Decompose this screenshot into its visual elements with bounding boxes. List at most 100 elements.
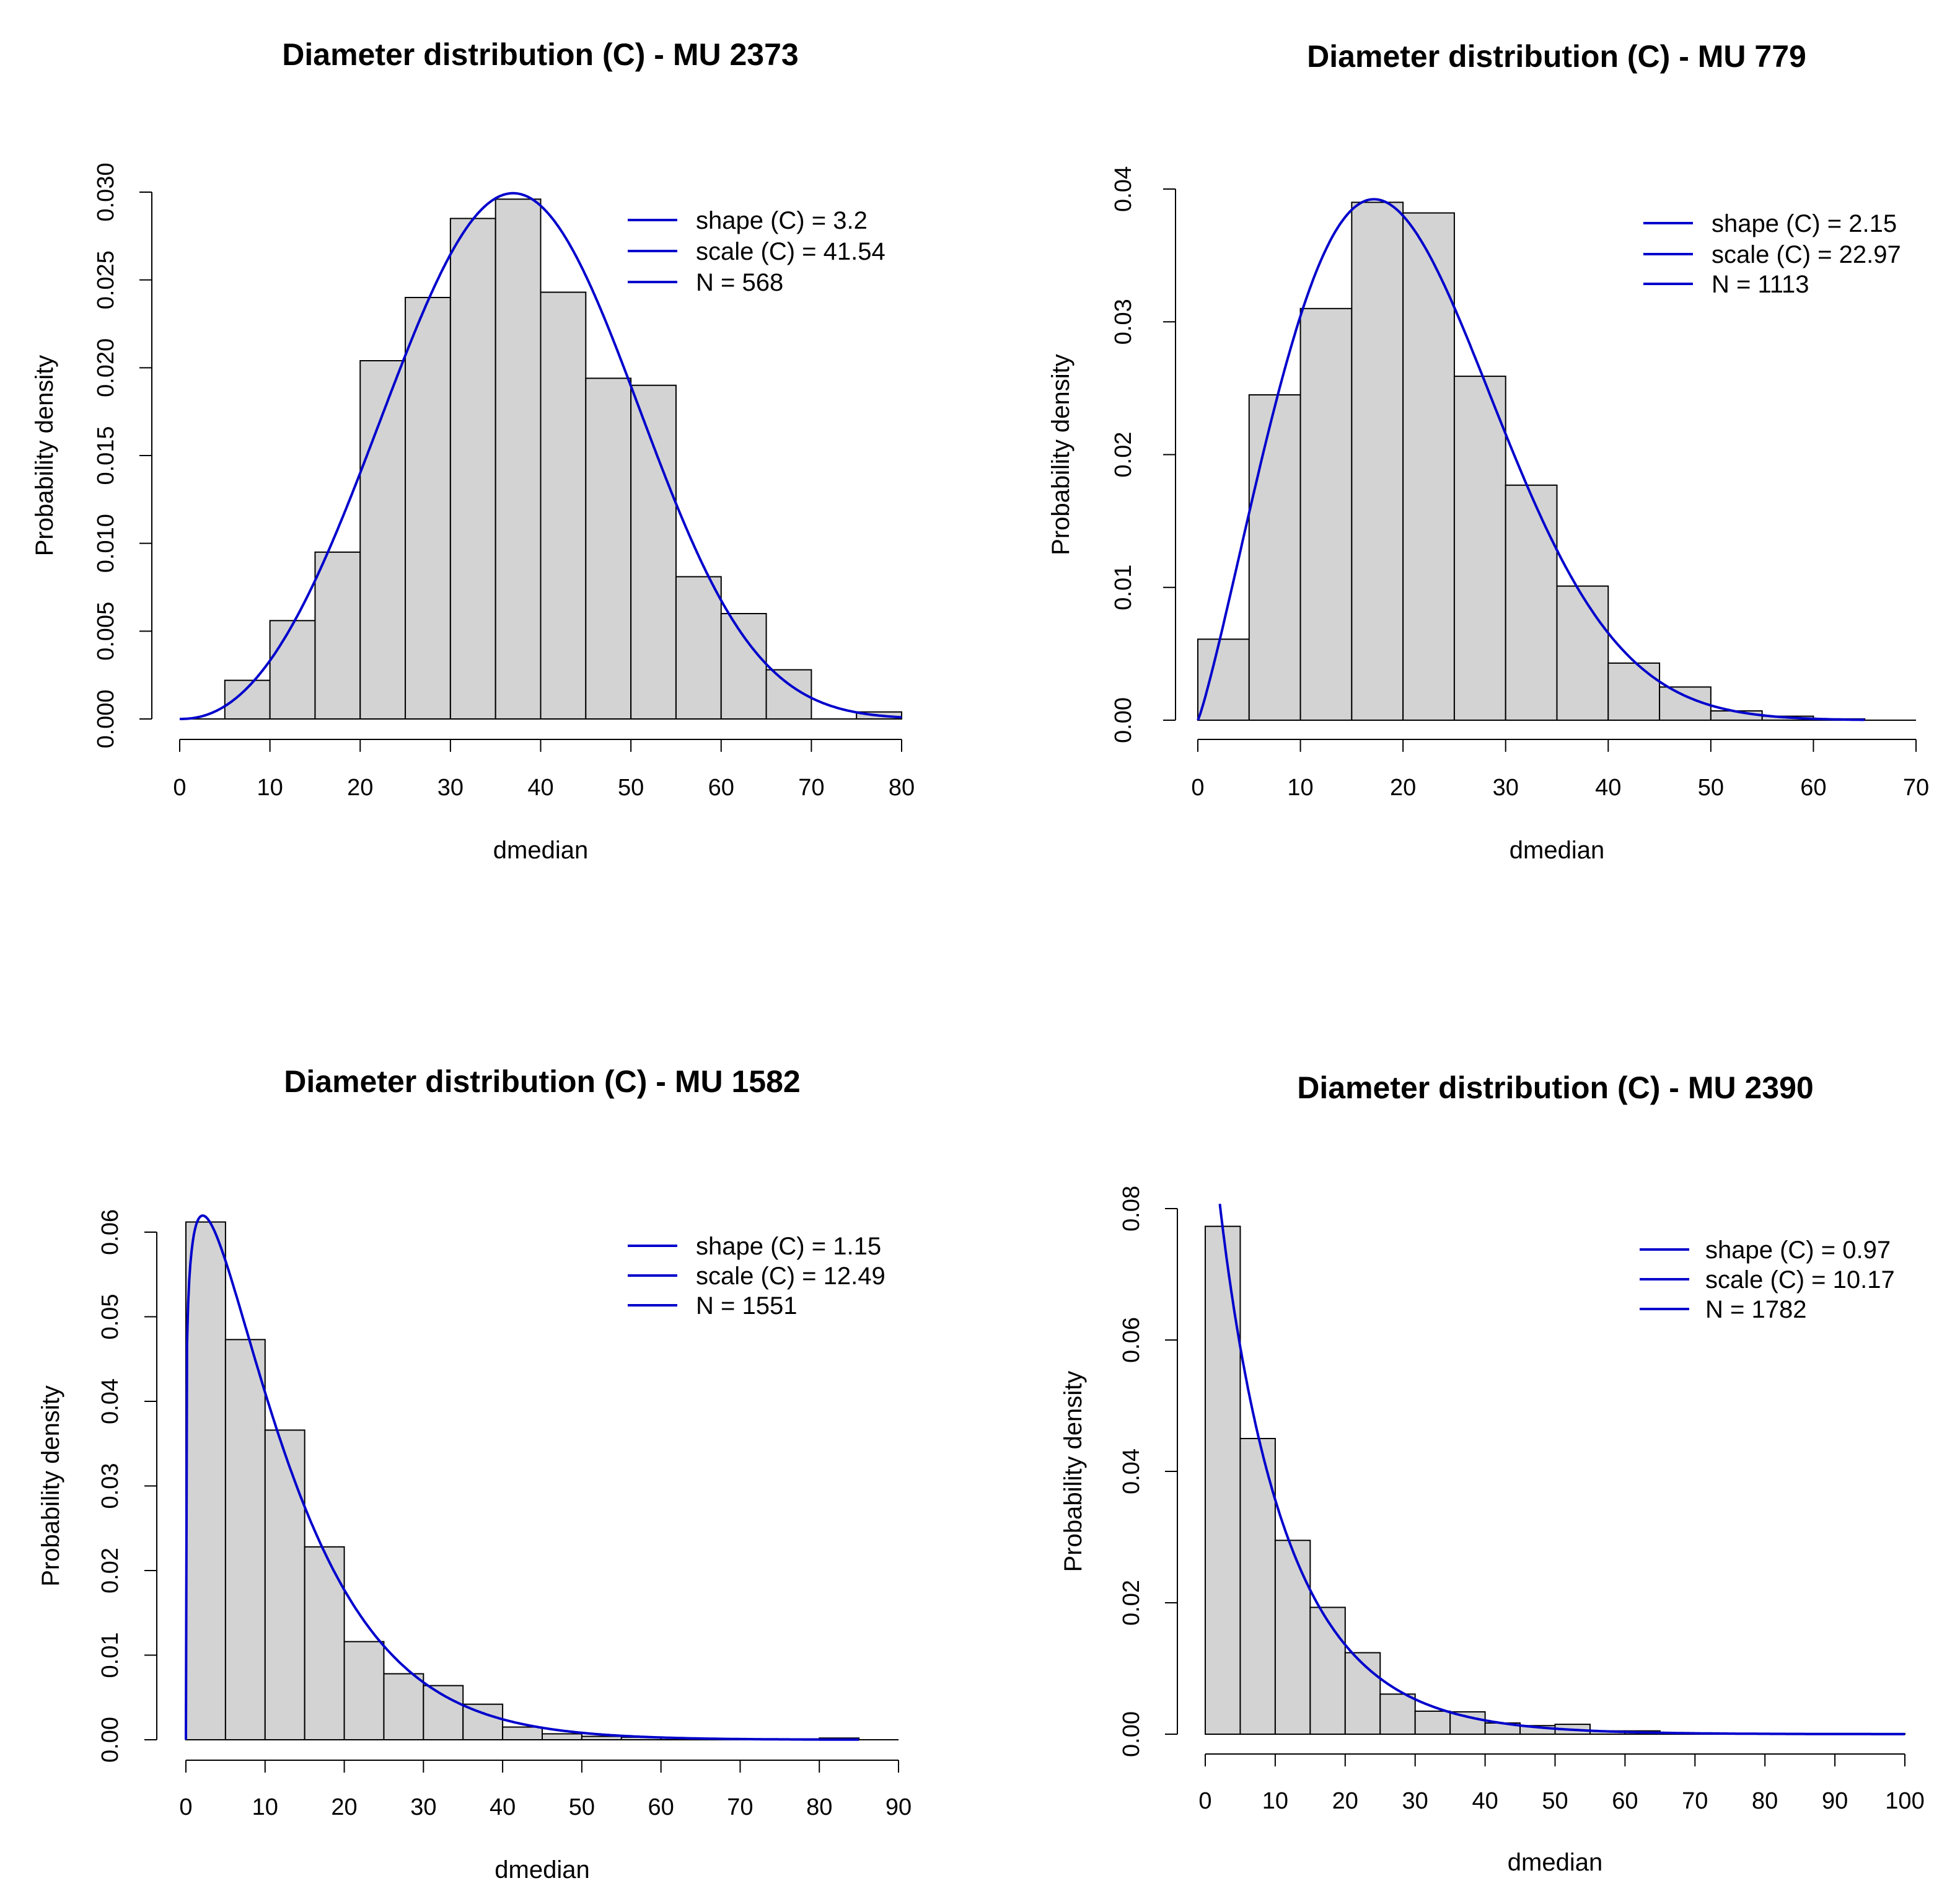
- x-tick-label: 60: [708, 775, 734, 801]
- histogram-bar: [502, 1726, 543, 1740]
- x-tick-label: 50: [1542, 1788, 1568, 1814]
- y-tick-label: 0.02: [1119, 1580, 1145, 1626]
- y-axis-title: Probability density: [1060, 1371, 1087, 1572]
- x-axis: 0 10 20 30 40 50 60 70 dmedian: [1191, 739, 1929, 864]
- x-tick-label: 60: [648, 1794, 674, 1820]
- x-tick-label: 20: [331, 1794, 357, 1820]
- y-tick-label: 0.03: [1110, 299, 1136, 345]
- histogram-bar: [1505, 484, 1558, 721]
- x-tick-label: 40: [527, 775, 553, 801]
- chart-title: Diameter distribution (C) - MU 2390: [1297, 1070, 1813, 1105]
- y-tick-label: 0.08: [1119, 1186, 1145, 1232]
- x-tick-label: 0: [173, 775, 186, 801]
- y-tick-label: 0.01: [97, 1633, 123, 1678]
- y-tick-label: 0.01: [1110, 565, 1136, 610]
- y-axis: 0.00 0.01 0.02 0.03 0.04 Probability density: [1047, 166, 1176, 743]
- y-tick-label: 0.06: [97, 1209, 123, 1255]
- x-tick-label: 50: [1698, 775, 1724, 801]
- histogram-bar: [675, 576, 722, 720]
- chart-panel-4: Diameter distribution (C) - MU 2390 0 10 20…: [1060, 1070, 1925, 1876]
- histogram-bar: [359, 360, 407, 720]
- y-axis-title: Probability density: [37, 1385, 64, 1587]
- x-axis: 0 10 20 30 40 50 60 70 80 dmedian: [173, 739, 915, 864]
- legend-entry: shape (C) = 1.15: [696, 1233, 881, 1260]
- histogram-bar: [1344, 1652, 1381, 1735]
- x-tick-label: 70: [727, 1794, 753, 1820]
- x-tick-label: 80: [1752, 1788, 1778, 1814]
- x-tick-label: 80: [806, 1794, 832, 1820]
- y-tick-label: 0.00: [1119, 1711, 1145, 1757]
- histogram-bar: [449, 218, 496, 720]
- legend-entry: shape (C) = 0.97: [1705, 1236, 1891, 1264]
- histogram-bar: [1205, 1225, 1241, 1735]
- legend-entry: scale (C) = 22.97: [1712, 241, 1901, 268]
- y-tick-label: 0.000: [93, 689, 119, 748]
- x-tick-label: 20: [1390, 775, 1416, 801]
- x-tick-label: 30: [1402, 1788, 1428, 1814]
- x-tick-label: 30: [1493, 775, 1519, 801]
- x-tick-label: 90: [886, 1794, 912, 1820]
- histogram-bar: [630, 384, 677, 720]
- x-axis-title: dmedian: [1508, 1849, 1602, 1876]
- histogram-bar: [1309, 1606, 1346, 1735]
- y-tick-label: 0.010: [93, 514, 119, 573]
- x-tick-label: 10: [257, 775, 283, 801]
- x-tick-label: 30: [410, 1794, 436, 1820]
- legend-entry: shape (C) = 3.2: [696, 207, 868, 234]
- histogram-bar: [1402, 212, 1455, 721]
- y-tick-label: 0.00: [97, 1717, 123, 1763]
- x-tick-label: 40: [1595, 775, 1621, 801]
- chart-panel-3: Diameter distribution (C) - MU 1582 0 10 20…: [37, 1064, 912, 1884]
- x-axis-title: dmedian: [1510, 837, 1604, 864]
- histogram-bar: [269, 620, 316, 720]
- histogram-bar: [1197, 638, 1250, 721]
- histogram-bar: [720, 613, 767, 720]
- y-tick-label: 0.02: [1110, 432, 1136, 478]
- chart-title: Diameter distribution (C) - MU 779: [1307, 39, 1806, 74]
- x-tick-label: 20: [1332, 1788, 1358, 1814]
- legend-entry: N = 1551: [696, 1292, 797, 1320]
- y-axis-title: Probability density: [1047, 354, 1075, 555]
- histogram-bar: [1274, 1540, 1311, 1735]
- y-tick-label: 0.04: [1119, 1448, 1145, 1494]
- x-tick-label: 20: [347, 775, 373, 801]
- x-axis-title: dmedian: [493, 837, 588, 864]
- histogram-bar: [405, 297, 451, 720]
- chart-panel-2: Diameter distribution (C) - MU 779 0 10 20 3…: [1047, 39, 1929, 864]
- y-tick-label: 0.04: [1110, 166, 1136, 212]
- histogram-bar: [540, 291, 587, 720]
- legend: shape (C) = 2.15 scale (C) = 22.97 N = 111…: [1643, 210, 1901, 298]
- y-tick-label: 0.020: [93, 338, 119, 397]
- histogram-bar: [314, 551, 361, 720]
- y-tick-label: 0.005: [93, 602, 119, 661]
- y-axis-title: Probability density: [31, 355, 58, 557]
- y-tick-label: 0.02: [97, 1548, 123, 1593]
- histogram-bars: [185, 1221, 860, 1741]
- legend: shape (C) = 3.2 scale (C) = 41.54 N = 568: [628, 207, 886, 296]
- histogram-bar: [1351, 201, 1404, 721]
- x-tick-label: 40: [1472, 1788, 1498, 1814]
- x-tick-label: 50: [618, 775, 644, 801]
- x-tick-label: 60: [1800, 775, 1826, 801]
- x-tick-label: 80: [889, 775, 915, 801]
- x-tick-label: 0: [179, 1794, 192, 1820]
- weibull-fit-curve: [185, 1214, 859, 1741]
- x-tick-label: 10: [1262, 1788, 1288, 1814]
- x-tick-label: 90: [1822, 1788, 1848, 1814]
- x-tick-label: 10: [1287, 775, 1313, 801]
- histogram-bar: [1299, 307, 1353, 721]
- histogram-bar: [343, 1641, 385, 1740]
- weibull-fit-curve: [1218, 1204, 1905, 1735]
- histogram-bar: [1453, 376, 1506, 721]
- y-tick-label: 0.03: [97, 1463, 123, 1509]
- histogram-bar: [1607, 662, 1661, 721]
- legend-entry: N = 1782: [1705, 1296, 1806, 1323]
- y-tick-label: 0.05: [97, 1294, 123, 1340]
- x-tick-label: 70: [1682, 1788, 1708, 1814]
- y-axis: 0.00 0.02 0.04 0.06 0.08 Probability density: [1060, 1186, 1178, 1757]
- histogram-bar: [1248, 394, 1301, 721]
- histogram-bar: [1556, 585, 1609, 721]
- x-tick-label: 70: [798, 775, 824, 801]
